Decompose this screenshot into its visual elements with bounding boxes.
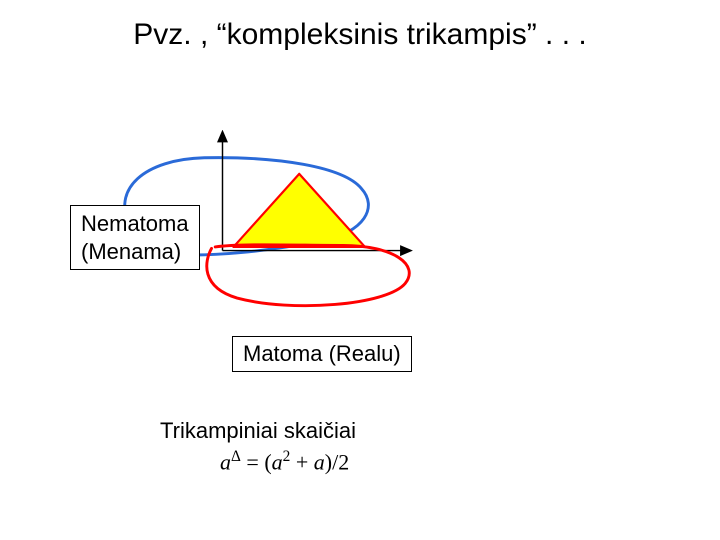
y-axis-arrow-icon <box>218 131 227 141</box>
triangular-numbers-text: Trikampiniai skaičiai <box>160 418 356 443</box>
nematoma-label-box: Nematoma (Menama) <box>70 205 200 270</box>
matoma-label-box: Matoma (Realu) <box>232 336 412 372</box>
formula-tail: )/2 <box>325 449 349 474</box>
x-axis-arrow-icon <box>401 246 411 255</box>
formula-a2-base: a <box>272 449 283 474</box>
formula-lhs-a: a <box>220 449 231 474</box>
triangular-numbers-heading: Trikampiniai skaičiai <box>160 418 356 444</box>
formula-a-last: a <box>314 449 325 474</box>
yellow-triangle <box>233 174 365 247</box>
formula: aΔ = (a2 + a)/2 <box>220 448 349 475</box>
matoma-text: Matoma (Realu) <box>243 341 401 366</box>
slide-title: Pvz. , “kompleksinis trikampis” . . . <box>133 18 586 51</box>
formula-plus: + <box>290 449 313 474</box>
nematoma-line2: (Menama) <box>81 238 189 266</box>
slide: Pvz. , “kompleksinis trikampis” . . . Ne… <box>0 0 720 540</box>
formula-eq-open: = ( <box>241 449 272 474</box>
slide-title-wrap: Pvz. , “kompleksinis trikampis” . . . <box>0 18 720 52</box>
formula-lhs-delta: Δ <box>231 448 241 465</box>
nematoma-line1: Nematoma <box>81 210 189 238</box>
